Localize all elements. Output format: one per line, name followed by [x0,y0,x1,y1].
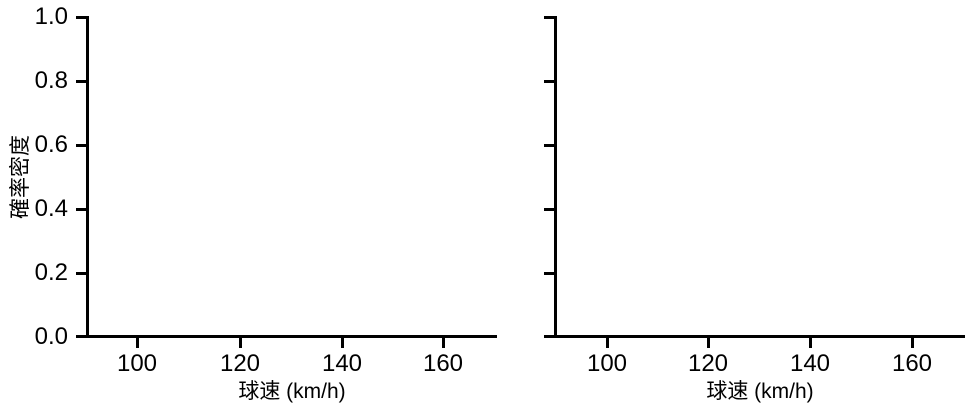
left-x-tick [341,338,344,348]
left-y-tick [76,335,86,338]
right-y-tick [544,16,554,19]
right-x-tick-label: 100 [586,350,628,377]
right-x-tick [707,338,710,348]
right-x-tick-label: 140 [789,350,831,377]
left-y-tick [76,144,86,147]
left-x-tick-label: 120 [219,350,261,377]
left-y-tick [76,16,86,19]
left-y-tick [76,272,86,275]
left-y-tick-label: 1.0 [34,3,68,30]
right-x-axis-spine [554,335,965,338]
left-x-tick [442,338,445,348]
right-y-tick [544,272,554,275]
left-y-tick-label: 0.6 [34,131,68,158]
left-x-axis-spine [86,335,497,338]
left-x-tick-label: 100 [116,350,158,377]
right-x-tick-label: 120 [687,350,729,377]
left-x-tick [136,338,139,348]
right-x-tick [911,338,914,348]
left-x-axis-label: 球速 (km/h) [238,380,346,403]
right-y-tick [544,80,554,83]
right-y-axis-spine [554,16,557,338]
left-x-tick-label: 160 [422,350,464,377]
right-y-tick [544,208,554,211]
right-y-tick [544,335,554,338]
left-y-tick-label: 0.8 [34,67,68,94]
right-y-tick [544,144,554,147]
left-y-tick [76,208,86,211]
left-y-tick-label: 0.4 [34,195,68,222]
right-x-tick [809,338,812,348]
right-x-axis-label: 球速 (km/h) [706,380,814,403]
left-x-tick [239,338,242,348]
right-x-tick-label: 160 [891,350,933,377]
left-y-tick-label: 0.2 [34,259,68,286]
left-x-tick-label: 140 [321,350,363,377]
left-y-tick-label: 0.0 [34,323,68,350]
right-x-tick [606,338,609,348]
left-y-axis-spine [86,16,89,338]
left-y-tick [76,80,86,83]
